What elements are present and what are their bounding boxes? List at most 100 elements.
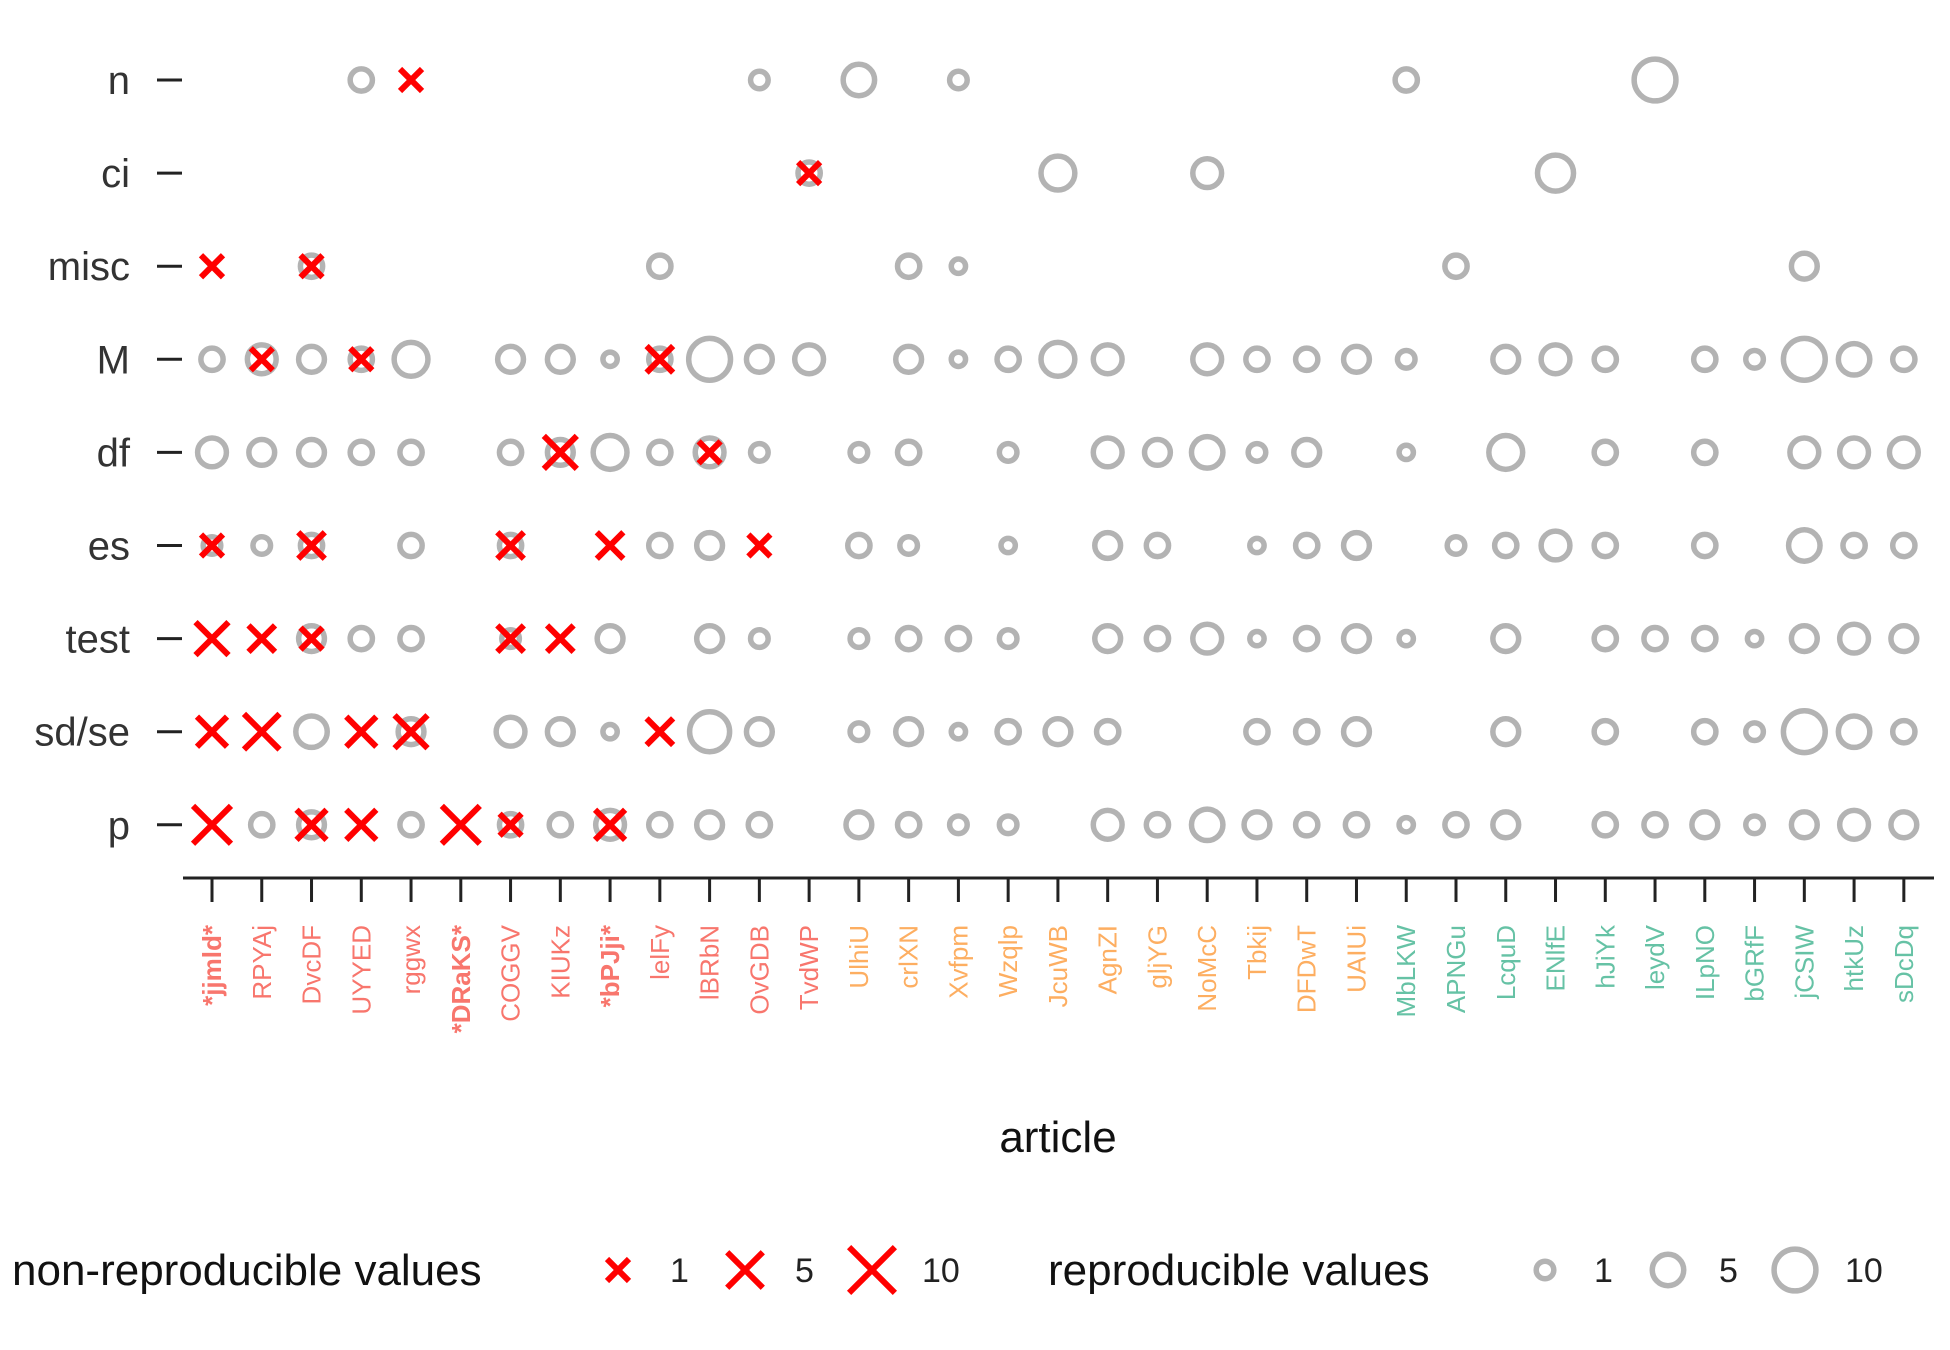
nonreproducible-cross [348,346,375,373]
nonreproducible-cross [439,803,482,846]
reproducible-circle [847,720,871,744]
reproducible-circle [948,256,969,277]
nonreproducible-cross [298,625,325,652]
reproducible-circle [247,810,276,839]
nonreproducible-cross [198,253,226,280]
reproducible-circle [1241,809,1273,841]
cross-stroke [198,253,226,280]
reproducible-circle [894,624,923,653]
reproducible-circle [892,716,925,748]
nonreproducible-cross [344,714,379,749]
nonreproducible-cross [193,619,231,658]
reproducible-circle [1340,529,1373,562]
reproducible-circle [1090,342,1125,377]
reproducible-circle [1490,343,1522,375]
x-tick-label-mblkw: MbLKW [1391,925,1421,1018]
nonreproducible-cross [495,530,526,561]
cross-stroke [193,619,231,658]
reproducible-circle [1591,531,1620,560]
reproducible-circle [1340,343,1373,375]
reproducible-circle [244,342,279,377]
nonreproducible-cross [241,711,282,752]
legend-cross-1 [604,1256,632,1284]
reproducible-circle [1291,436,1323,469]
cross-stroke [298,625,325,652]
reproducible-circle [894,810,923,839]
x-tick-label-xvfpm: Xvfpm [943,925,973,999]
legend-cross-label-5: 5 [795,1252,814,1290]
legend-circle-1 [1533,1258,1557,1282]
legend-cross-label-10: 10 [922,1252,960,1290]
reproducible-circle [1788,622,1820,655]
legend-cross-label-1: 1 [670,1252,689,1290]
reproducible-circle [1188,433,1226,471]
reproducible-circle [994,717,1023,746]
cross-stroke [544,623,576,654]
reproducible-circle [1889,717,1918,746]
nonreproducible-cross [594,530,626,561]
cross-stroke [397,66,425,94]
x-tick-label-kiukz: KIUKz [545,925,575,999]
reproducible-circle [1788,809,1820,841]
reproducible-circle [295,343,328,375]
reproducible-circle [295,436,328,469]
reproducible-circle [347,624,376,653]
reproducible-circle [1292,345,1321,374]
reproducible-circle [1787,435,1822,470]
y-tick-label-df: df [97,431,131,475]
x-tick-label-tvdwp: TvdWP [794,925,824,1010]
reproducible-circle [544,716,576,748]
x-tick-label-gljyg: gljYG [1142,925,1172,989]
reproducible-circle [1143,624,1172,653]
x-tick-label-jjmld: *jjmld* [197,924,227,1006]
x-tick-label-draks: *DRaKS* [446,924,476,1033]
legend-nonreproducible-title: non-reproducible values [12,1246,482,1295]
legend-reproducible-title: reproducible values [1048,1246,1430,1295]
nonreproducible-cross [541,433,579,472]
reproducible-circle [1188,806,1226,844]
reproducible-circle [200,533,224,558]
reproducible-circle [1491,531,1520,560]
reproducible-circle [1743,347,1767,371]
reproducible-circle [544,343,576,375]
reproducible-circle [1785,527,1823,564]
nonreproducible-cross [544,623,576,654]
reproducible-circle [600,721,620,742]
reproducible-circle [1490,716,1522,748]
cross-stroke [194,714,230,749]
x-tick-label-bgrff: bGRfF [1740,925,1770,1002]
x-tick-label-dfdwt: DFDwT [1292,925,1322,1013]
reproducible-circle [1889,345,1918,374]
reproducible-circle [1886,435,1921,470]
reproducible-circle [1788,250,1820,282]
reproducible-circle [1340,716,1373,748]
cross-stroke [392,713,430,751]
nonreproducible-cross [495,623,526,654]
nonreproducible-cross [190,803,234,846]
nonreproducible-cross [194,714,230,749]
reproducible-circle [1591,438,1620,467]
cross-stroke [604,1256,632,1284]
reproducible-circle [1836,435,1872,470]
x-tick-label-crlxn: crlXN [894,925,924,989]
reproducible-circle [847,627,871,651]
reproducible-circle [391,339,431,379]
cross-stroke [495,623,526,654]
reproducible-circle [1888,809,1920,841]
reproducible-circle [1243,717,1271,746]
y-tick-label-test: test [66,618,130,662]
nonreproducible-cross [497,811,524,838]
reproducible-circle [295,809,328,841]
reproducible-circle [1247,535,1267,556]
reproducible-circle [645,345,674,374]
x-tick-label-ilpno: ILpNO [1690,925,1720,1000]
nonreproducible-cross [294,807,329,842]
cross-stroke [296,530,327,561]
nonreproducible-cross [696,439,723,466]
nonreproducible-markers [190,66,823,846]
reproducible-circle [493,714,528,749]
x-tick-label-sdcdq: sDcDq [1889,925,1919,1003]
y-axis-labels: n ci misc Mdf es test sd/se p [34,59,130,848]
reproducible-circle [1444,533,1468,558]
x-tick-label-coggv: COGGV [496,924,526,1021]
